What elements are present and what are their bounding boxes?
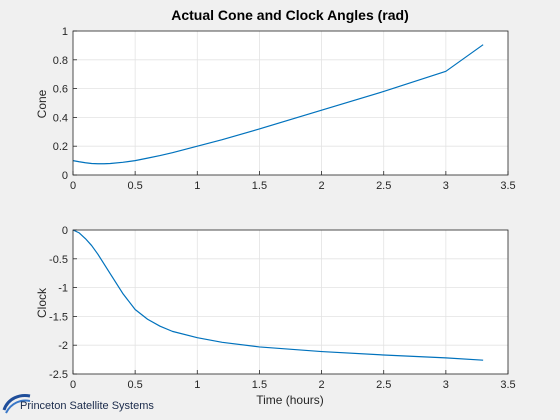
clock-plot-area: [73, 230, 508, 374]
cone-series: [72, 44, 484, 165]
clock-xtick-label: 2.5: [376, 379, 391, 391]
clock-ytick-label: -0.5: [49, 254, 68, 266]
clock-xtick-label: 1.5: [252, 379, 267, 391]
clock-ytick-label: -1: [58, 283, 68, 295]
cone-plot-area: [73, 31, 508, 175]
clock-ytick-label: -2.5: [49, 369, 68, 381]
company-name: Princeton Satellite Systems: [20, 400, 154, 412]
cone-xtick-label: 0.5: [127, 180, 142, 192]
clock-ytick-label: 0: [62, 225, 68, 237]
cone-ytick-label: 0.4: [53, 112, 68, 124]
clock-axes-box: [72, 229, 509, 375]
clock-axes: 0 0.5 1 1.5 2 2.5 3 3.5 0 -0.5 -1 -1.5 -2 -2.5: [49, 225, 516, 391]
cone-ytick-label: 1: [62, 26, 68, 38]
clock-ticks: 0 0.5 1 1.5 2 2.5 3 3.5 0 -0.5 -1 -1.5 -2 -2.5: [49, 225, 516, 391]
clock-ytick-label: -2: [58, 340, 68, 352]
cone-series-line: [72, 44, 484, 165]
clock-xtick-label: 0.5: [127, 379, 142, 391]
cone-xtick-label: 3.5: [500, 180, 515, 192]
cone-xtick-label: 1: [194, 180, 200, 192]
chart-title: Actual Cone and Clock Angles (rad): [171, 7, 409, 23]
cone-xtick-label: 3: [443, 180, 449, 192]
clock-ylabel: Clock: [35, 287, 49, 318]
cone-ytick-label: 0.2: [53, 141, 68, 153]
clock-xtick-label: 3.5: [500, 379, 515, 391]
clock-series: [72, 229, 484, 361]
clock-xlabel: Time (hours): [256, 393, 324, 407]
clock-series-line: [72, 229, 484, 361]
clock-xtick-label: 0: [70, 379, 76, 391]
cone-xtick-label: 0: [70, 180, 76, 192]
cone-ticks: 0 0.5 1 1.5 2 2.5 3 3.5 0 0.2 0.4 0.6 0.8 1: [53, 26, 516, 192]
cone-axes-box: [72, 30, 509, 176]
clock-xtick-label: 1: [194, 379, 200, 391]
cone-xtick-label: 2.5: [376, 180, 391, 192]
cone-ytick-label: 0.6: [53, 84, 68, 96]
clock-xtick-label: 2: [319, 379, 325, 391]
cone-ytick-label: 0: [62, 170, 68, 182]
clock-xtick-label: 3: [443, 379, 449, 391]
cone-xtick-label: 1.5: [252, 180, 267, 192]
cone-ylabel: Cone: [35, 89, 49, 118]
company-logo-icon: [2, 394, 31, 414]
clock-ytick-label: -1.5: [49, 311, 68, 323]
cone-ytick-label: 0.8: [53, 55, 68, 67]
cone-axes: 0 0.5 1 1.5 2 2.5 3 3.5 0 0.2 0.4 0.6 0.8 1: [53, 26, 516, 192]
cone-xtick-label: 2: [319, 180, 325, 192]
